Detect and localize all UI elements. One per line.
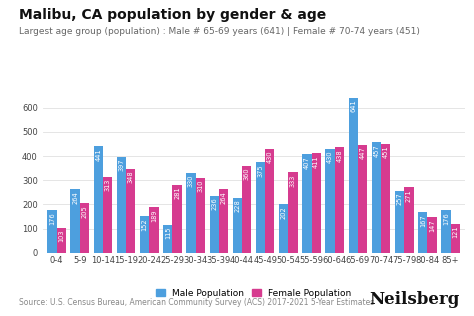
- Bar: [441, 210, 451, 253]
- Text: 189: 189: [151, 209, 157, 222]
- Text: Neilsberg: Neilsberg: [369, 291, 460, 308]
- Text: 281: 281: [174, 187, 180, 199]
- Text: 310: 310: [197, 180, 203, 192]
- Text: 147: 147: [429, 219, 435, 232]
- Text: 430: 430: [267, 151, 273, 163]
- Text: Source: U.S. Census Bureau, American Community Survey (ACS) 2017-2021 5-Year Est: Source: U.S. Census Bureau, American Com…: [19, 298, 374, 307]
- Bar: [302, 155, 311, 253]
- Text: 411: 411: [313, 155, 319, 168]
- Text: 152: 152: [142, 218, 147, 231]
- Text: 438: 438: [337, 149, 342, 161]
- Bar: [173, 185, 182, 253]
- Bar: [196, 178, 205, 253]
- Bar: [326, 149, 335, 253]
- Bar: [140, 216, 149, 253]
- Bar: [219, 189, 228, 253]
- Text: 348: 348: [128, 171, 134, 183]
- Bar: [256, 162, 265, 253]
- Text: 202: 202: [281, 206, 287, 219]
- Text: 115: 115: [165, 227, 171, 240]
- Bar: [418, 212, 428, 253]
- Bar: [242, 166, 251, 253]
- Bar: [163, 225, 173, 253]
- Text: Malibu, CA population by gender & age: Malibu, CA population by gender & age: [19, 8, 326, 22]
- Text: 641: 641: [350, 100, 356, 112]
- Bar: [372, 143, 381, 253]
- Bar: [186, 173, 196, 253]
- Bar: [428, 217, 437, 253]
- Text: 375: 375: [257, 164, 264, 177]
- Bar: [117, 157, 126, 253]
- Text: 167: 167: [420, 214, 426, 227]
- Bar: [47, 210, 56, 253]
- Bar: [451, 223, 460, 253]
- Bar: [233, 198, 242, 253]
- Text: 447: 447: [360, 147, 365, 160]
- Bar: [103, 177, 112, 253]
- Bar: [288, 172, 298, 253]
- Bar: [335, 147, 344, 253]
- Bar: [56, 228, 66, 253]
- Text: 407: 407: [304, 156, 310, 169]
- Text: 313: 313: [105, 179, 110, 191]
- Bar: [395, 191, 404, 253]
- Bar: [348, 98, 358, 253]
- Bar: [358, 145, 367, 253]
- Bar: [311, 154, 321, 253]
- Text: 451: 451: [383, 146, 389, 158]
- Text: 397: 397: [118, 159, 125, 171]
- Text: 441: 441: [95, 148, 101, 161]
- Bar: [149, 207, 159, 253]
- Text: 121: 121: [452, 226, 458, 238]
- Bar: [279, 204, 288, 253]
- Bar: [80, 203, 89, 253]
- Bar: [210, 196, 219, 253]
- Text: 176: 176: [443, 212, 449, 225]
- Text: 457: 457: [374, 144, 380, 157]
- Text: 271: 271: [406, 189, 412, 202]
- Bar: [94, 146, 103, 253]
- Bar: [265, 149, 274, 253]
- Text: 333: 333: [290, 174, 296, 187]
- Text: 103: 103: [58, 230, 64, 242]
- Text: 257: 257: [397, 193, 402, 205]
- Text: 176: 176: [49, 212, 55, 225]
- Text: 360: 360: [244, 168, 250, 180]
- Text: 205: 205: [82, 205, 87, 218]
- Bar: [381, 144, 391, 253]
- Text: 236: 236: [211, 198, 217, 210]
- Legend: Male Population, Female Population: Male Population, Female Population: [156, 289, 351, 298]
- Text: 264: 264: [220, 191, 227, 204]
- Text: 330: 330: [188, 175, 194, 187]
- Text: 430: 430: [327, 151, 333, 163]
- Bar: [404, 187, 413, 253]
- Text: 228: 228: [234, 200, 240, 212]
- Text: 264: 264: [72, 191, 78, 204]
- Bar: [126, 169, 136, 253]
- Text: Largest age group (population) : Male # 65-69 years (641) | Female # 70-74 years: Largest age group (population) : Male # …: [19, 27, 420, 36]
- Bar: [71, 189, 80, 253]
